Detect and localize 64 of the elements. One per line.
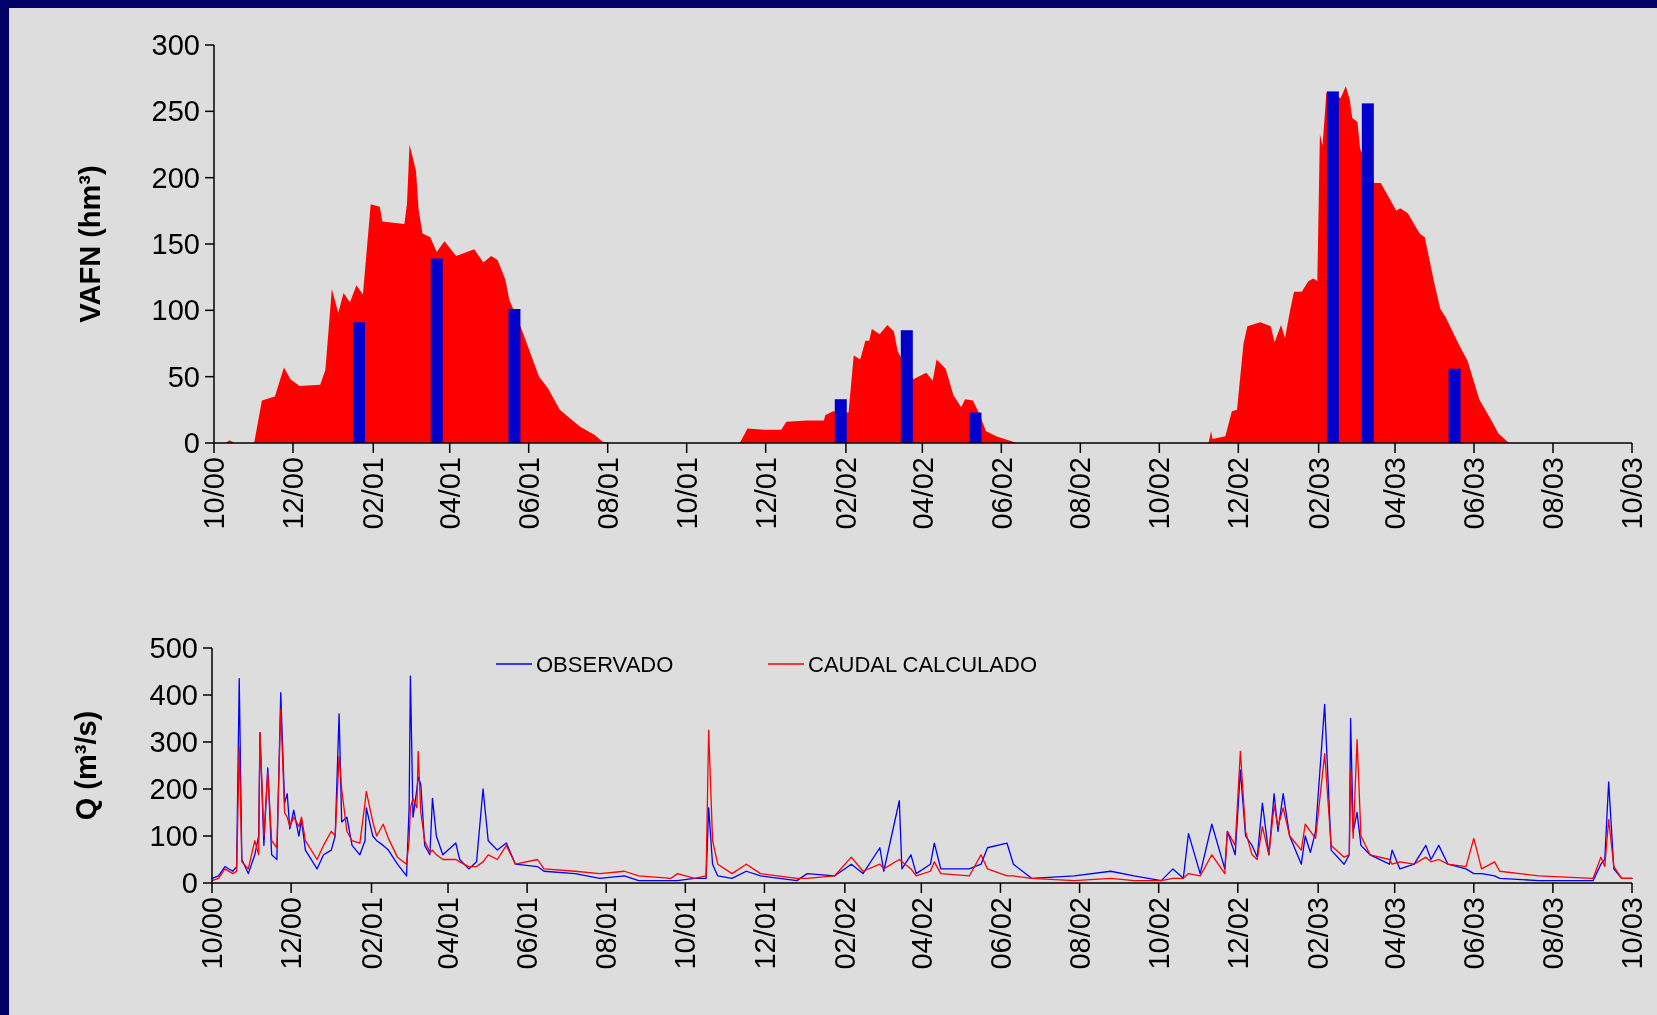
x-tick-label: 08/03 [1537,457,1570,530]
x-tick-label: 10/00 [196,897,229,970]
x-tick-label: 10/02 [1142,897,1175,970]
x-tick-label: 02/02 [830,457,863,530]
x-tick-label: 06/03 [1458,457,1491,530]
x-tick-label: 10/01 [669,897,702,970]
bar [1326,91,1339,443]
legend-label: OBSERVADO [536,651,674,677]
x-tick-label: 10/03 [1616,457,1649,530]
x-tick-label: 02/02 [828,897,861,970]
x-tick-label: 12/01 [749,457,782,530]
x-tick-label: 12/02 [1222,457,1255,530]
x-tick-label: 08/02 [1063,897,1096,970]
x-tick-label: 10/01 [670,457,703,530]
x-tick-label: 04/03 [1379,457,1412,530]
y-tick-label: 400 [149,679,198,712]
y-axis-title: VAFN (hm³) [74,165,106,323]
y-tick-label: 0 [183,427,200,460]
x-tick-label: 12/01 [748,897,781,970]
x-tick-label: 04/02 [905,897,938,970]
x-tick-label: 08/01 [590,897,623,970]
bar [900,330,913,443]
x-tick-label: 04/03 [1378,897,1411,970]
bar [1448,368,1461,443]
x-tick-label: 12/02 [1221,897,1254,970]
bar [353,322,366,443]
legend-label: CAUDAL CALCULADO [808,651,1038,677]
x-tick-label: 06/02 [985,457,1018,530]
x-tick-label: 06/03 [1457,897,1490,970]
y-tick-label: 100 [151,294,200,327]
y-tick-label: 300 [149,726,198,759]
y-tick-label: 100 [149,820,198,853]
x-tick-label: 10/02 [1143,457,1176,530]
x-tick-label: 02/03 [1302,457,1335,530]
y-tick-label: 200 [149,773,198,806]
x-tick-label: 02/01 [355,897,388,970]
y-axis-title: Q (m³/s) [70,710,102,821]
x-tick-label: 10/00 [198,457,231,530]
x-tick-label: 12/00 [277,457,310,530]
x-tick-label: 04/02 [906,457,939,530]
y-tick-label: 50 [167,360,200,393]
x-tick-label: 08/03 [1537,897,1570,970]
x-tick-label: 06/01 [511,897,544,970]
y-tick-label: 500 [149,632,198,665]
y-tick-label: 0 [181,867,198,900]
x-tick-label: 02/03 [1302,897,1335,970]
x-tick-label: 02/01 [357,457,390,530]
x-tick-label: 06/01 [512,457,545,530]
x-tick-label: 12/00 [275,897,308,970]
bar [969,412,982,443]
y-tick-label: 300 [151,29,200,62]
y-tick-label: 250 [151,95,200,128]
x-tick-label: 06/02 [984,897,1017,970]
bar [430,258,443,443]
y-tick-label: 200 [151,161,200,194]
bar [1361,103,1374,443]
x-tick-label: 10/03 [1616,897,1649,970]
x-tick-label: 04/01 [432,897,465,970]
x-tick-label: 08/01 [591,457,624,530]
y-tick-label: 150 [151,228,200,261]
x-tick-label: 04/01 [433,457,466,530]
bar [508,309,521,443]
bar [834,399,847,443]
x-tick-label: 08/02 [1064,457,1097,530]
